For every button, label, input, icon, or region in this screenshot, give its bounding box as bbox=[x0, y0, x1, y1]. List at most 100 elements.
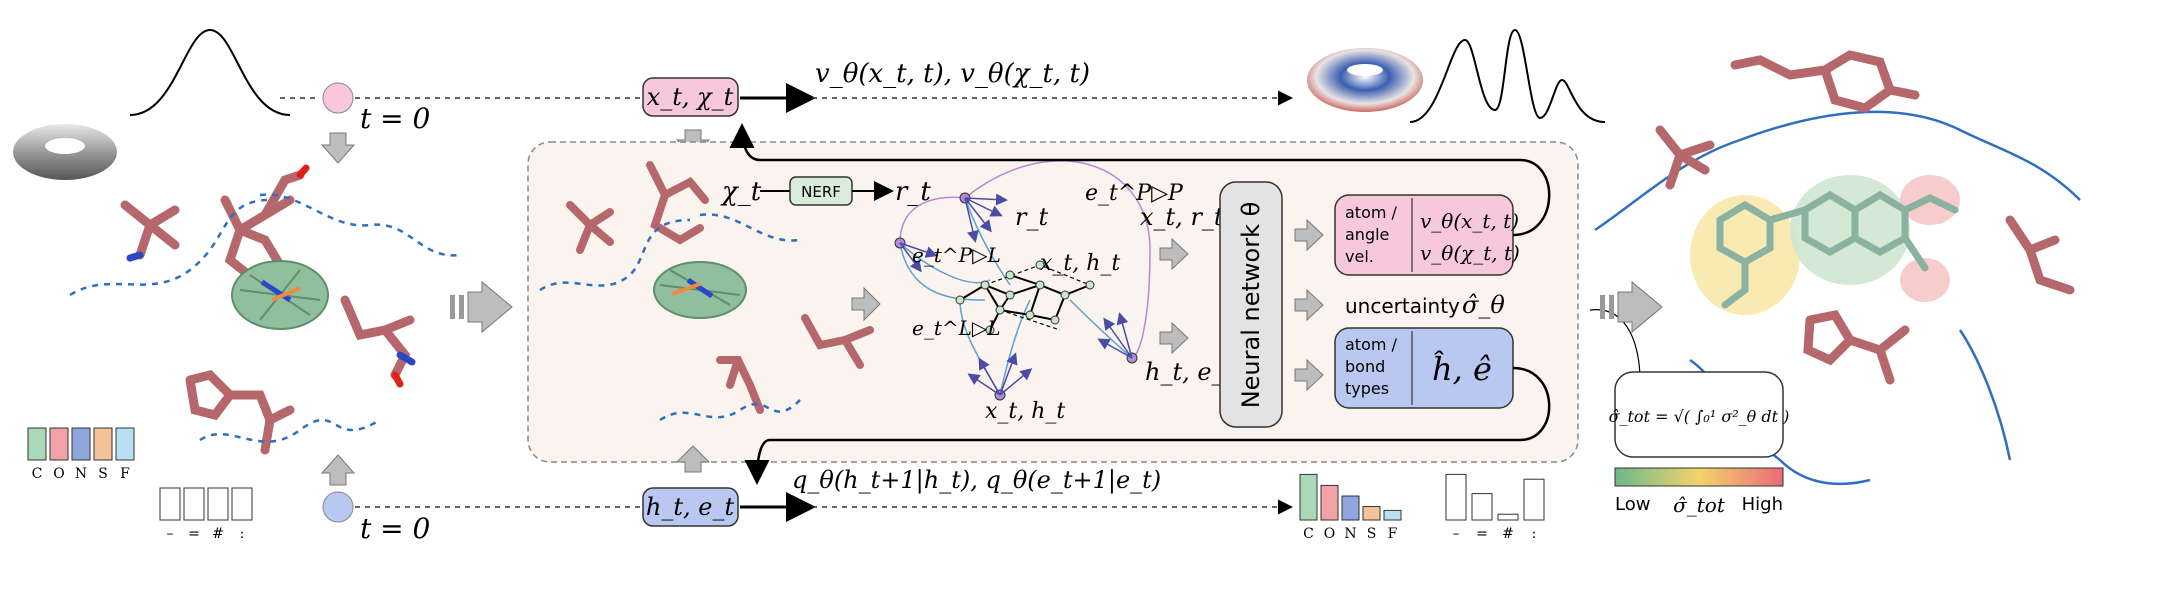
output-bond-bar bbox=[1445, 473, 1467, 521]
interaction-graph: r_t e_t^P▷P e_t^P▷L x_t, h_t e_t^L▷L x_t… bbox=[894, 160, 1184, 424]
out-arrow-type bbox=[1294, 358, 1324, 392]
type-title-1: atom / bbox=[1345, 335, 1398, 354]
output-bond-label: : bbox=[1532, 526, 1537, 542]
bond-legend-label: : bbox=[240, 526, 245, 542]
colored-torus-icon bbox=[1307, 48, 1423, 112]
graph-r-label: r_t bbox=[1015, 203, 1048, 231]
bottom-t-label: t = 0 bbox=[360, 512, 430, 545]
formula-text: σ̂_tot = √( ∫₀¹ σ²_θ dt ) bbox=[1609, 407, 1790, 426]
center-pocket-surface bbox=[539, 213, 801, 422]
top-state-box bbox=[642, 77, 739, 117]
left-down-arrow bbox=[320, 132, 356, 164]
pocket-to-graph-arrow bbox=[851, 286, 881, 322]
output-atom-bar bbox=[1299, 473, 1318, 521]
atom-legend-label: S bbox=[98, 466, 108, 482]
center-to-right-arrow bbox=[1600, 280, 1663, 334]
atom-legend-label: F bbox=[120, 466, 130, 482]
type-values: ĥ, ê bbox=[1432, 350, 1492, 388]
output-atom-bar bbox=[1362, 506, 1381, 521]
generated-ligand bbox=[1716, 190, 1959, 309]
output-atom-label: O bbox=[1324, 526, 1335, 542]
bond-legend-label: – bbox=[167, 526, 174, 542]
graph-xh-bottom-label: x_t, h_t bbox=[985, 399, 1065, 424]
type-title-2: bond bbox=[1345, 357, 1385, 376]
nerf-label: NERF bbox=[801, 183, 841, 201]
vel-title-2: angle bbox=[1345, 225, 1389, 244]
atom-legend-swatch bbox=[115, 427, 135, 461]
top-t-label: t = 0 bbox=[360, 102, 430, 135]
atom-legend-label: O bbox=[53, 466, 64, 482]
atom-legend-label: C bbox=[32, 466, 43, 482]
left-to-center-arrow bbox=[450, 280, 513, 334]
colorbar-high-label: High bbox=[1742, 494, 1783, 515]
output-atom-label: F bbox=[1388, 526, 1398, 542]
bottom-state-label: h_t, e_t bbox=[646, 493, 735, 521]
left-pocket bbox=[120, 170, 415, 455]
neural-network-box bbox=[1219, 181, 1283, 428]
bottom-prob-label: q_θ(h_t+1|h_t), q_θ(e_t+1|e_t) bbox=[792, 466, 1161, 495]
atom-legend-label: N bbox=[75, 466, 87, 482]
vel-value-1: v_θ(x_t, t) bbox=[1420, 209, 1519, 233]
output-bond-bar bbox=[1523, 478, 1545, 521]
top-noise-node bbox=[322, 82, 354, 114]
uncertainty-label: uncertainty bbox=[1345, 294, 1460, 318]
output-atom-bar bbox=[1320, 484, 1339, 521]
bond-legend: – = #: bbox=[159, 487, 253, 542]
output-bond-bar bbox=[1471, 493, 1493, 521]
neural-network-label: Neural network θ bbox=[1237, 202, 1265, 409]
output-bond-histogram: – = #: bbox=[1445, 473, 1545, 542]
bottom-noise-node bbox=[322, 491, 354, 523]
output-atom-label: N bbox=[1344, 526, 1356, 542]
bond-legend-swatch bbox=[231, 487, 253, 521]
input-top-arrow bbox=[1159, 237, 1189, 271]
output-atom-label: C bbox=[1303, 526, 1314, 542]
feedback-top-path bbox=[729, 123, 1551, 237]
chi-label: χ_t bbox=[720, 177, 762, 207]
multimodal-curve bbox=[1409, 28, 1606, 123]
output-atom-label: S bbox=[1367, 526, 1377, 542]
graph-epp-label: e_t^P▷P bbox=[1085, 181, 1184, 206]
vel-value-2: v_θ(χ_t, t) bbox=[1420, 241, 1520, 265]
atom-legend-swatch bbox=[49, 427, 69, 461]
top-velocity-label: v_θ(x_t, t), v_θ(χ_t, t) bbox=[815, 59, 1090, 89]
colorbar-low-label: Low bbox=[1615, 494, 1650, 515]
graph-xh-top-label: x_t, h_t bbox=[1040, 251, 1120, 276]
vel-title-3: vel. bbox=[1345, 247, 1374, 266]
formula-box bbox=[1614, 371, 1784, 458]
bond-legend-swatch bbox=[159, 487, 181, 521]
bond-legend-label: = bbox=[188, 526, 200, 542]
left-pocket-surface bbox=[69, 193, 461, 443]
center-ligand-cluster bbox=[653, 261, 747, 319]
feedback-bottom-path bbox=[744, 366, 1551, 485]
colorbar-mid-label: σ̂_tot bbox=[1673, 493, 1726, 517]
bond-legend-swatch bbox=[183, 487, 205, 521]
out-arrow-unc bbox=[1294, 288, 1324, 322]
output-bond-label: = bbox=[1476, 526, 1488, 542]
input-top-label: x_t, r_t bbox=[1140, 203, 1224, 231]
vel-title-1: atom / bbox=[1345, 203, 1398, 222]
graph-ell-label: e_t^L▷L bbox=[912, 316, 1001, 340]
uncertainty-colorbar bbox=[1614, 467, 1784, 487]
atom-legend-swatch bbox=[71, 427, 91, 461]
output-atom-bar bbox=[1383, 509, 1402, 521]
left-up-arrow bbox=[320, 454, 356, 486]
type-title-3: types bbox=[1345, 379, 1389, 398]
left-ligand-cluster bbox=[231, 260, 329, 330]
output-atom-bar bbox=[1341, 495, 1360, 521]
bond-legend-swatch bbox=[207, 487, 229, 521]
output-bond-bar bbox=[1497, 513, 1519, 521]
gaussian-curve bbox=[129, 28, 291, 116]
input-bottom-arrow bbox=[1159, 321, 1189, 355]
top-state-label: x_t, χ_t bbox=[647, 83, 734, 111]
out-arrow-vel bbox=[1294, 218, 1324, 252]
uncertainty-symbol: σ̂_θ bbox=[1462, 291, 1505, 319]
input-bottom-label: h_t, e_t bbox=[1145, 358, 1234, 386]
right-pocket-residues bbox=[1655, 50, 2075, 385]
bottom-state-up-arrow bbox=[675, 445, 711, 473]
bond-legend-label: # bbox=[212, 526, 224, 542]
graph-epl-label: e_t^P▷L bbox=[912, 243, 1001, 267]
output-bond-label: # bbox=[1502, 526, 1514, 542]
